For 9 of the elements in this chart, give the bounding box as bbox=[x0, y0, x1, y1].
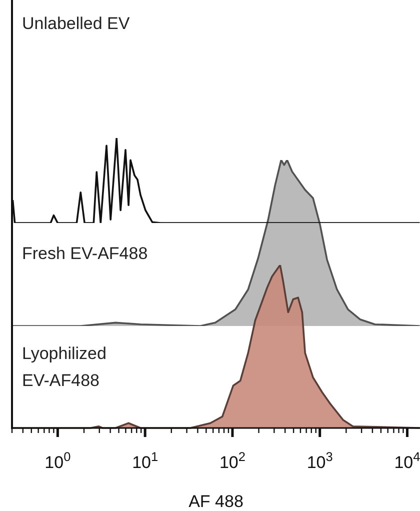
text: Fresh EV-AF488 bbox=[22, 243, 149, 265]
text: Lyophilized EV-AF488 bbox=[22, 343, 108, 392]
x-tick-label: 10$^{0}$ bbox=[44, 448, 71, 472]
x-axis-title: AF 488 bbox=[188, 492, 244, 511]
chart-title: Unlabelled EV bbox=[22, 13, 131, 35]
x-tick-label: 10$^{3}$ bbox=[306, 448, 333, 472]
x-tick-label: 10$^{1}$ bbox=[132, 448, 158, 472]
x-tick-label: 10$^{2}$ bbox=[219, 448, 246, 472]
x-tick-label: 10$^{4}$ bbox=[394, 448, 420, 472]
